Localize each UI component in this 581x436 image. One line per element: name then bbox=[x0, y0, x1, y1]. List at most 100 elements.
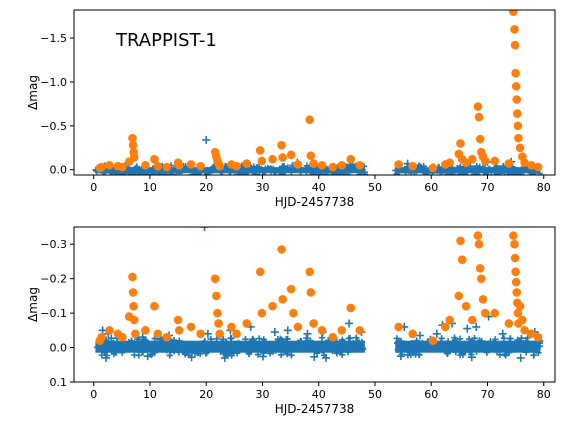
band-plus-point bbox=[458, 346, 465, 354]
band-plus-point bbox=[173, 167, 180, 175]
band-plus-point bbox=[476, 337, 483, 344]
band-plus-point bbox=[181, 348, 188, 355]
data-point-plus bbox=[310, 352, 319, 361]
band-plus-point bbox=[242, 341, 249, 349]
data-point-circle bbox=[242, 319, 252, 328]
data-point-circle bbox=[428, 336, 438, 345]
band-plus-point bbox=[170, 336, 178, 344]
band-plus-point bbox=[500, 335, 508, 342]
data-point-circle bbox=[128, 140, 138, 150]
plot-frame bbox=[73, 226, 556, 383]
data-point-circle bbox=[355, 326, 365, 335]
band-plus-point bbox=[197, 350, 204, 358]
data-point-circle bbox=[277, 140, 286, 150]
band-plus-point bbox=[413, 337, 420, 344]
band-plus-point bbox=[266, 166, 273, 173]
data-point-circle bbox=[215, 329, 225, 339]
data-point-circle bbox=[232, 161, 241, 171]
data-point-circle bbox=[174, 326, 184, 335]
data-point-circle bbox=[474, 239, 484, 249]
plot-area bbox=[93, 227, 544, 362]
band-plus-point bbox=[303, 334, 310, 342]
data-point-circle bbox=[527, 329, 536, 339]
band-plus-point bbox=[423, 170, 430, 175]
data-point-circle bbox=[257, 156, 267, 166]
band-plus-point bbox=[520, 344, 528, 352]
band-plus-point bbox=[268, 344, 276, 352]
series-2-circle bbox=[95, 231, 543, 345]
band-plus-point bbox=[283, 336, 290, 343]
data-point-circle bbox=[278, 295, 288, 304]
band-plus-point bbox=[470, 343, 477, 350]
data-point-circle bbox=[456, 236, 465, 246]
data-point-plus bbox=[143, 352, 152, 361]
data-point-circle bbox=[394, 322, 403, 332]
band-plus-point bbox=[348, 346, 356, 353]
data-point-circle bbox=[518, 315, 527, 325]
band-plus-point bbox=[221, 347, 228, 354]
data-point-circle bbox=[215, 161, 225, 171]
band-plus-point bbox=[502, 352, 509, 359]
band-plus-point bbox=[211, 344, 218, 352]
band-plus-point bbox=[413, 167, 420, 175]
band-plus-point bbox=[245, 347, 252, 355]
band-plus-point bbox=[444, 349, 451, 356]
band-plus-point bbox=[126, 166, 133, 174]
data-point-circle bbox=[257, 308, 267, 318]
band-plus-point bbox=[281, 345, 288, 353]
data-point-circle bbox=[490, 308, 500, 318]
band-plus-point bbox=[535, 349, 542, 356]
data-point-circle bbox=[186, 160, 196, 169]
band-plus-point bbox=[111, 168, 118, 175]
band-plus-point bbox=[210, 165, 217, 173]
band-plus-point bbox=[471, 166, 478, 173]
band-plus-point bbox=[266, 341, 274, 349]
data-point-circle bbox=[473, 231, 483, 240]
data-point-circle bbox=[346, 154, 356, 164]
data-point-circle bbox=[129, 301, 138, 311]
x-tick-label: 40 bbox=[312, 388, 326, 401]
band-plus-point bbox=[329, 347, 336, 354]
data-point-circle bbox=[196, 329, 205, 339]
data-point-circle bbox=[408, 161, 417, 171]
band-plus-point bbox=[449, 170, 456, 175]
data-point-circle bbox=[97, 332, 106, 342]
data-point-circle bbox=[510, 25, 519, 34]
data-point-plus bbox=[463, 324, 472, 333]
data-point-circle bbox=[514, 133, 523, 143]
x-tick-label: 0 bbox=[90, 388, 97, 401]
band-plus-point bbox=[486, 166, 494, 173]
data-point-circle bbox=[227, 322, 236, 332]
band-plus-point bbox=[220, 350, 227, 357]
y-tick-label: 0.1 bbox=[50, 376, 68, 389]
band-plus-point bbox=[108, 344, 115, 351]
plot-area bbox=[92, 10, 543, 175]
data-point-circle bbox=[468, 154, 477, 164]
band-plus-point bbox=[510, 168, 518, 175]
data-point-circle bbox=[510, 239, 519, 249]
data-point-plus bbox=[200, 227, 209, 231]
data-point-circle bbox=[394, 160, 403, 169]
data-point-circle bbox=[456, 139, 465, 148]
band-plus-point bbox=[397, 167, 405, 174]
band-plus-point bbox=[355, 339, 363, 346]
band-plus-point bbox=[421, 166, 428, 174]
band-plus-point bbox=[256, 335, 263, 342]
band-plus-point bbox=[142, 170, 149, 175]
data-point-circle bbox=[533, 332, 543, 342]
data-point-circle bbox=[286, 284, 296, 294]
band-plus-point bbox=[333, 338, 340, 345]
band-plus-point bbox=[139, 342, 146, 350]
data-point-circle bbox=[232, 329, 241, 339]
y-tick-label: −0.2 bbox=[40, 273, 67, 286]
x-tick-label: 70 bbox=[480, 181, 494, 194]
x-tick-label: 80 bbox=[537, 388, 551, 401]
x-tick-label: 40 bbox=[312, 181, 326, 194]
band-plus-point bbox=[277, 335, 284, 343]
band-plus-point bbox=[230, 349, 237, 356]
y-tick-label: 0.0 bbox=[50, 164, 68, 177]
y-axis-label: Δmag bbox=[26, 75, 40, 110]
band-plus-point bbox=[108, 334, 115, 342]
band-plus-point bbox=[456, 335, 464, 343]
data-point-circle bbox=[428, 163, 438, 173]
